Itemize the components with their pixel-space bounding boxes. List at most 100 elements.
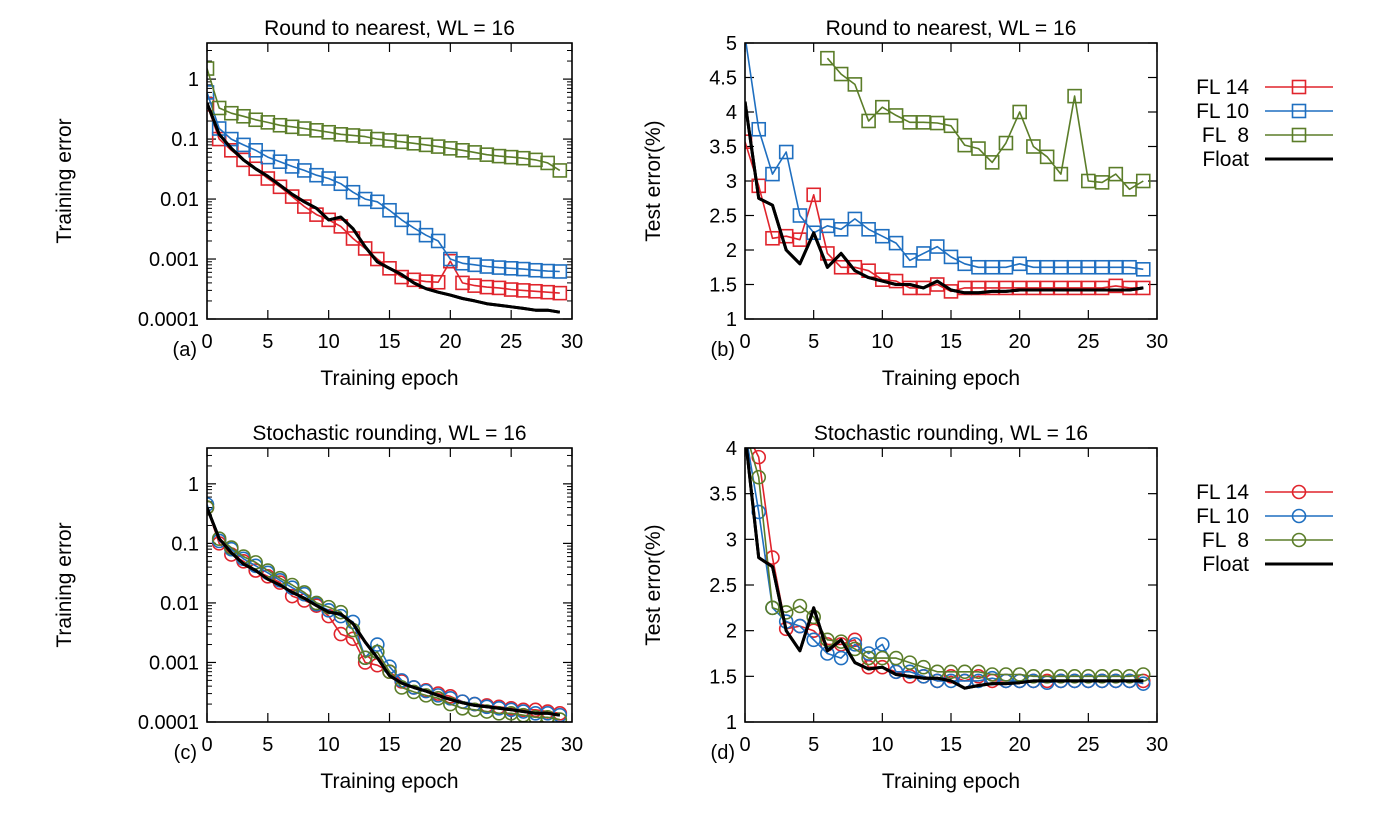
panel-label: (c): [174, 742, 197, 764]
chart-title: Round to nearest, WL = 16: [264, 17, 515, 40]
x-tick-label: 30: [561, 734, 583, 756]
x-tick-label: 5: [808, 331, 819, 353]
data-point-fl-8: [224, 105, 239, 121]
y-tick-label: 4.5: [709, 68, 737, 90]
data-point-fl-8: [357, 129, 373, 144]
data-point-fl-10: [309, 167, 324, 183]
x-tick-label: 30: [1146, 331, 1168, 353]
series-line-fl-10: [207, 504, 560, 716]
data-point-fl-10: [778, 144, 794, 160]
x-tick-label: 10: [318, 331, 340, 353]
legend-label-fl-14: FL 14: [1196, 481, 1249, 504]
legend-marker-fl-8: [1291, 127, 1307, 143]
data-point-fl-8: [406, 136, 422, 151]
data-point-fl-8: [297, 121, 312, 136]
series-line-fl-14: [753, 448, 1144, 682]
data-point-fl-10: [751, 121, 767, 137]
data-point-fl-14: [382, 261, 397, 276]
data-point-fl-14: [207, 97, 215, 112]
data-point-fl-14: [503, 282, 519, 297]
data-point-fl-10: [971, 673, 986, 689]
y-tick-label: 5: [726, 33, 737, 55]
legend-label-fl-8: FL 8: [1202, 124, 1249, 147]
data-point-fl-14: [260, 171, 276, 186]
data-point-fl-10: [272, 154, 288, 169]
series-line-fl-10: [207, 92, 560, 273]
x-axis-label: Training epoch: [882, 367, 1020, 390]
y-tick-label: 3.5: [709, 484, 737, 506]
series-line-float-top: [207, 506, 561, 717]
data-point-fl-8: [1026, 139, 1041, 154]
data-point-fl-14: [847, 632, 863, 648]
data-point-fl-10: [552, 264, 568, 279]
data-point-fl-14: [552, 285, 568, 301]
data-point-fl-8: [792, 598, 808, 614]
y-tick-label: 0.0001: [138, 712, 199, 734]
data-point-fl-10: [847, 637, 863, 652]
data-point-fl-14: [516, 283, 531, 298]
data-point-fl-14: [943, 669, 959, 684]
data-point-fl-14: [430, 274, 446, 290]
data-point-fl-10: [1135, 262, 1151, 277]
y-axis-label: Test error(%): [642, 120, 665, 241]
legend-marker-fl-14: [1291, 79, 1307, 95]
data-point-fl-14: [528, 283, 543, 299]
data-point-fl-8: [430, 139, 446, 154]
legend-label-float: Float: [1202, 553, 1249, 576]
data-point-fl-8: [528, 152, 543, 168]
y-tick-label: 1.5: [709, 666, 737, 688]
data-point-fl-8: [1122, 669, 1137, 684]
y-tick-label: 0.1: [171, 533, 199, 555]
data-point-fl-8: [394, 134, 409, 150]
y-tick-label: 3: [726, 171, 737, 193]
data-point-fl-10: [1135, 676, 1151, 691]
data-point-fl-8: [528, 709, 543, 722]
x-tick-label: 25: [500, 734, 522, 756]
panel-label: (d): [711, 742, 735, 764]
legend-label-fl-14: FL 14: [1196, 76, 1249, 99]
y-tick-label: 0.01: [160, 189, 199, 211]
data-point-fl-8: [998, 135, 1014, 151]
legend-label-fl-8: FL 8: [1202, 529, 1249, 552]
legend-marker-fl-10: [1291, 508, 1307, 524]
y-tick-label: 0.001: [149, 652, 199, 674]
y-tick-label: 0.01: [160, 593, 199, 615]
y-tick-label: 0.001: [149, 249, 199, 271]
x-tick-label: 20: [439, 331, 461, 353]
y-axis-label: Training error: [53, 522, 76, 647]
data-point-fl-8: [272, 117, 288, 133]
data-point-fl-8: [861, 113, 876, 129]
plot-frame: [744, 447, 1158, 723]
data-point-fl-14: [272, 179, 288, 195]
plot-area: [207, 497, 568, 722]
x-tick-label: 0: [739, 734, 750, 756]
data-point-fl-8: [333, 127, 349, 142]
data-point-fl-10: [394, 212, 409, 228]
data-point-fl-10: [467, 257, 482, 273]
data-point-fl-8: [309, 123, 324, 138]
x-axis-label: Training epoch: [882, 770, 1020, 793]
data-point-fl-8: [765, 600, 780, 616]
y-tick-label: 3: [726, 529, 737, 551]
data-point-fl-8: [503, 149, 519, 165]
data-point-fl-14: [357, 241, 373, 256]
x-tick-label: 0: [201, 331, 212, 353]
y-axis-label: Training error: [53, 118, 76, 243]
x-axis-label: Training epoch: [320, 367, 458, 390]
x-tick-label: 30: [1146, 734, 1168, 756]
data-point-fl-10: [370, 194, 385, 210]
data-point-fl-8: [1108, 166, 1124, 182]
series-line-float-top: [745, 101, 1144, 295]
series-line-fl-14: [207, 507, 560, 715]
legend-marker-fl-8: [1291, 532, 1307, 548]
legend-label-fl-10: FL 10: [1196, 505, 1249, 528]
data-point-fl-10: [833, 650, 849, 666]
x-tick-label: 15: [378, 331, 400, 353]
y-tick-label: 3.5: [709, 137, 737, 159]
data-point-fl-14: [248, 161, 263, 177]
data-point-fl-10: [333, 176, 349, 192]
data-point-fl-8: [467, 145, 482, 160]
x-axis-label: Training epoch: [320, 770, 458, 793]
series-line-float-top: [207, 102, 561, 314]
